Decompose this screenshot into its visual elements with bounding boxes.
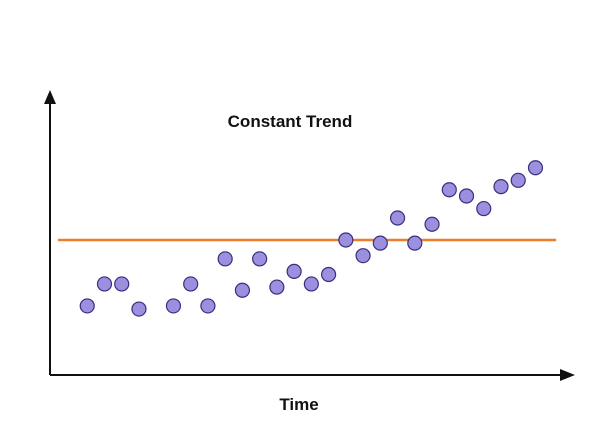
data-point-5 [165, 298, 182, 314]
data-point-18 [389, 210, 406, 226]
chart-title: Constant Trend [228, 112, 353, 131]
data-point-13 [303, 276, 319, 292]
data-point-16 [355, 248, 371, 264]
y-axis-arrow-icon [44, 90, 56, 104]
data-point-17 [372, 235, 388, 251]
data-point-19 [407, 235, 423, 251]
data-point-8 [217, 251, 233, 267]
data-point-21 [441, 182, 457, 198]
x-axis-arrow-icon [560, 369, 575, 381]
data-point-7 [200, 298, 216, 314]
data-point-3 [114, 276, 130, 292]
x-axis-label: Time [279, 395, 318, 414]
data-point-23 [476, 200, 492, 217]
data-point-12 [286, 263, 302, 279]
data-point-11 [269, 279, 285, 295]
data-point-25 [510, 172, 526, 188]
data-points [79, 160, 544, 317]
data-point-14 [321, 266, 337, 283]
data-point-22 [458, 188, 475, 204]
data-point-6 [183, 276, 199, 292]
data-point-9 [234, 282, 250, 298]
data-point-4 [131, 301, 147, 317]
data-point-26 [527, 160, 544, 176]
data-point-2 [96, 276, 113, 292]
data-point-10 [252, 251, 268, 267]
data-point-24 [493, 179, 509, 195]
data-point-1 [79, 298, 95, 314]
data-point-20 [424, 216, 440, 232]
data-point-15 [338, 232, 354, 248]
